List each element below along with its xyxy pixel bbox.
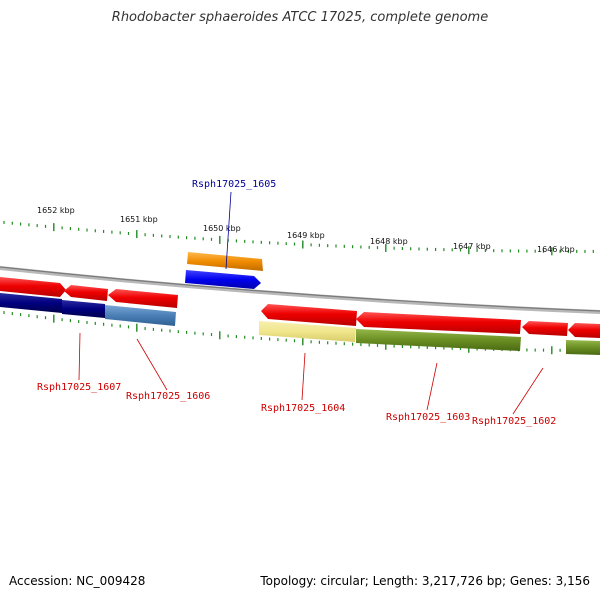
genome-backbone-shade [0, 266, 600, 312]
leader-line [78, 332, 81, 381]
leader-line [225, 191, 232, 270]
gene-red-right-3[interactable] [522, 321, 568, 336]
gene-label-1602[interactable]: Rsph17025_1602 [472, 416, 556, 427]
leader-lines [78, 191, 544, 415]
gene-labels: Rsph17025_1605 Rsph17025_1607 Rsph17025_… [37, 179, 556, 427]
scale-labels: 1652 kbp 1651 kbp 1650 kbp 1649 kbp 1648… [37, 206, 575, 254]
gene-label-1605[interactable]: Rsph17025_1605 [192, 179, 276, 190]
leader-line [301, 352, 306, 401]
leader-line [426, 362, 438, 411]
kbp-label: 1651 kbp [120, 215, 158, 224]
gene-red-right-2[interactable] [356, 312, 521, 334]
gene-label-1604[interactable]: Rsph17025_1604 [261, 403, 345, 414]
gene-red-left-2[interactable] [64, 285, 108, 301]
gene-label-1607[interactable]: Rsph17025_1607 [37, 382, 121, 393]
kbp-label: 1649 kbp [287, 231, 325, 240]
gene-1606[interactable] [105, 305, 176, 326]
leader-line [136, 338, 168, 391]
gene-1602[interactable] [566, 340, 600, 355]
genome-stats-text: Topology: circular; Length: 3,217,726 bp… [260, 574, 590, 588]
gene-red-left-1[interactable] [0, 277, 66, 297]
kbp-label: 1647 kbp [453, 242, 491, 251]
map-title: Rhodobacter sphaeroides ATCC 17025, comp… [111, 10, 489, 25]
kbp-label: 1650 kbp [203, 224, 241, 233]
gene-1605[interactable] [185, 270, 261, 289]
genome-backbone [0, 266, 600, 314]
gene-1607-b[interactable] [62, 300, 105, 318]
accession-text: Accession: NC_009428 [9, 574, 146, 588]
gene-1603[interactable] [356, 329, 521, 351]
gene-1604[interactable] [259, 321, 356, 342]
gene-1605-orange[interactable] [187, 252, 263, 271]
gene-label-1603[interactable]: Rsph17025_1603 [386, 412, 470, 423]
kbp-label: 1652 kbp [37, 206, 75, 215]
gene-red-right-4[interactable] [568, 323, 600, 338]
kbp-label: 1648 kbp [370, 237, 408, 246]
leader-line [512, 367, 544, 415]
gene-label-1606[interactable]: Rsph17025_1606 [126, 391, 210, 402]
gene-1607[interactable] [0, 293, 62, 313]
gene-red-left-3[interactable] [108, 289, 178, 308]
kbp-label: 1646 kbp [537, 245, 575, 254]
gene-red-right-1[interactable] [261, 304, 357, 326]
